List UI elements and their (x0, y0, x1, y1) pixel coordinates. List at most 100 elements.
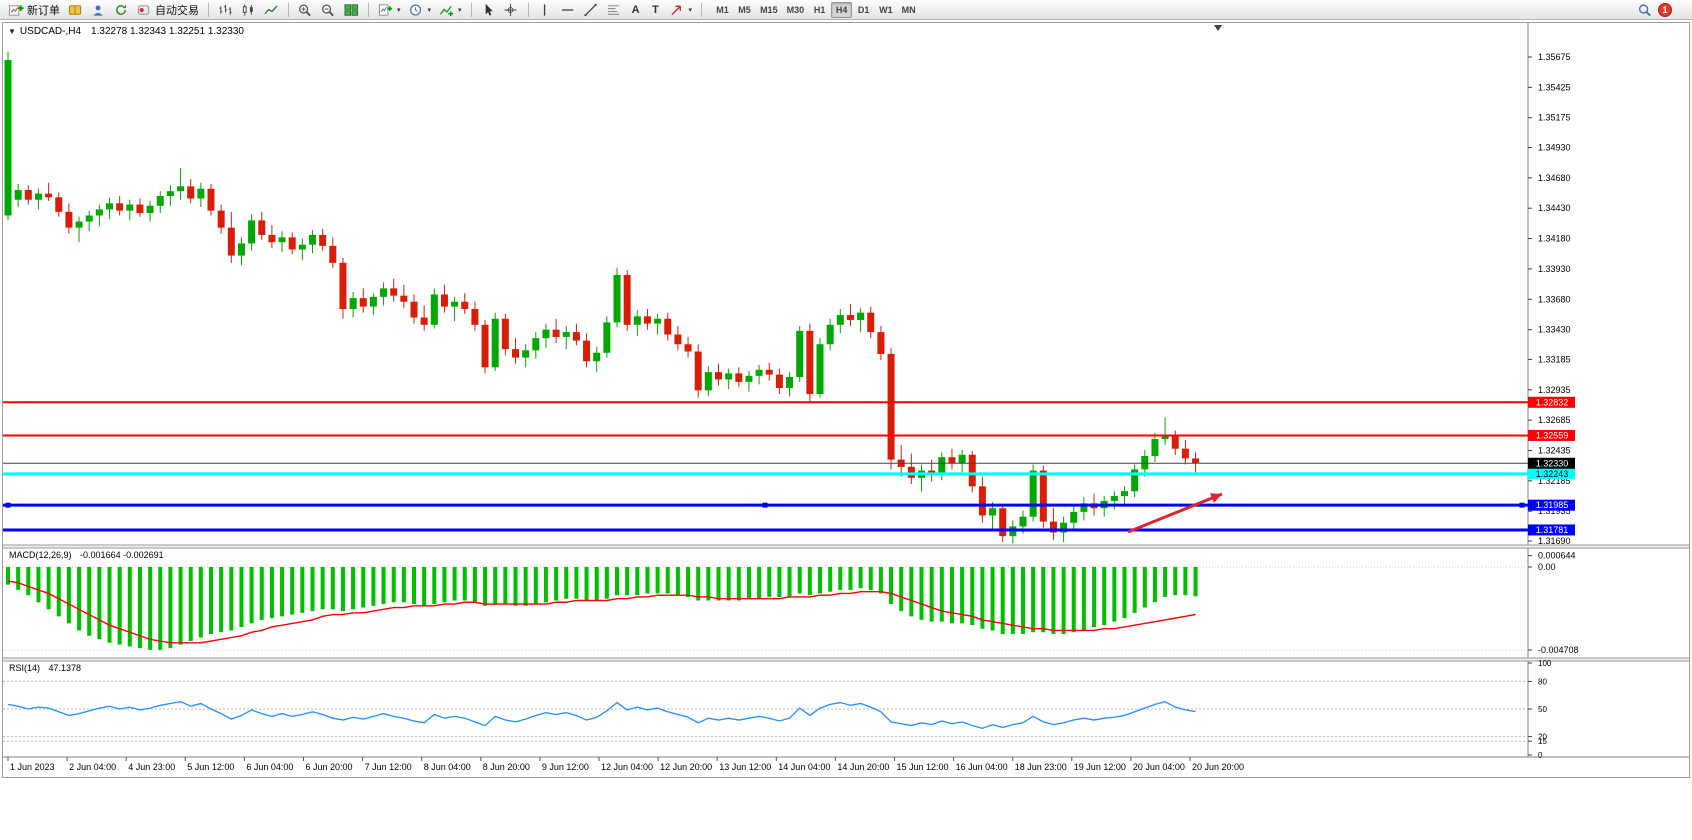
collapse-icon[interactable]: ▼ (8, 27, 16, 36)
main-toolbar: 新订单 自动交易 ▾ ▾ ▾ (0, 0, 1692, 20)
line-chart-icon (264, 4, 278, 14)
toolbar-separator (527, 2, 529, 17)
clock-icon (409, 4, 421, 15)
search-button[interactable] (1635, 1, 1656, 19)
price-axis-label: 1.34680 (1538, 173, 1571, 183)
timeframe-m30-button[interactable]: M30 (783, 2, 809, 18)
candle-body (1080, 503, 1088, 512)
time-axis-label: 20 Jun 04:00 (1133, 762, 1185, 772)
candle-body (877, 332, 885, 354)
candle-body (745, 375, 753, 382)
rsi-axis-label: 80 (1538, 677, 1547, 686)
price-tag (1528, 499, 1575, 511)
candle-body (1161, 435, 1169, 439)
ohlc-bars-icon (219, 4, 232, 15)
rsi-value: 47.1378 (48, 663, 82, 673)
chart-bars-button[interactable] (215, 1, 236, 19)
terminal-button[interactable] (88, 1, 109, 19)
candle-body (704, 372, 712, 391)
text-tool-button[interactable]: A (627, 1, 645, 19)
timeframe-m5-button[interactable]: M5 (734, 2, 755, 18)
text-label-tool-button[interactable]: T (647, 1, 665, 19)
candle-body (1121, 491, 1128, 497)
cursor-tool-button[interactable] (478, 1, 499, 19)
price-axis-label: 1.31935 (1538, 506, 1571, 516)
candle-body (380, 288, 388, 297)
timeframe-mn-button[interactable]: MN (898, 2, 920, 18)
new-order-button[interactable]: 新订单 (6, 1, 63, 19)
time-axis-label: 7 Jun 12:00 (365, 762, 412, 772)
tile-windows-button[interactable] (341, 1, 362, 19)
notification-badge[interactable]: 1 (1658, 2, 1672, 17)
auto-trading-icon (137, 4, 150, 15)
timeframe-m1-button[interactable]: M1 (712, 2, 733, 18)
period-button[interactable]: ▾ (406, 1, 435, 19)
macd-axis-label: 0.000644 (1538, 551, 1576, 561)
toolbar-separator (701, 2, 703, 17)
candle-body (654, 318, 662, 324)
fibonacci-tool-button[interactable] (604, 1, 625, 19)
vertical-line-icon (543, 3, 545, 16)
zoom-in-button[interactable] (295, 1, 316, 19)
candle-body (268, 234, 276, 243)
auto-trading-button[interactable]: 自动交易 (134, 1, 202, 19)
candle-body (613, 275, 621, 323)
candle-body (846, 315, 854, 320)
refresh-button[interactable] (111, 1, 132, 19)
price-axis-label: 1.32185 (1538, 476, 1571, 486)
chart-canvas[interactable]: 1.35675 1.35425 1.35175 1.34930 1.34680 1.344… (3, 23, 1689, 777)
horizontal-line-tool-button[interactable] (558, 1, 579, 19)
line-handle[interactable] (5, 502, 11, 508)
timeframe-d1-button[interactable]: D1 (853, 2, 874, 18)
arrow-tool-icon (670, 5, 681, 15)
candle-body (1070, 511, 1078, 523)
chart-candles-button[interactable] (238, 1, 259, 19)
rsi-axis-label: 0 (1538, 751, 1543, 760)
line-handle[interactable] (762, 502, 768, 508)
candle-body (1171, 435, 1179, 449)
candlestick-icon (242, 3, 253, 16)
candle-body (1049, 521, 1057, 533)
timeframe-h1-button[interactable]: H1 (809, 2, 830, 18)
candle-body (339, 262, 347, 310)
timeframe-m15-button[interactable]: M15 (756, 2, 782, 18)
candle-body (14, 189, 22, 200)
rsi-axis-label: 15 (1538, 737, 1547, 746)
chart-shift-marker[interactable] (1214, 25, 1222, 31)
candle-body (501, 318, 509, 350)
line-handle[interactable] (1519, 502, 1525, 508)
macd-name: MACD(12,26,9) (9, 550, 72, 560)
indicators-button[interactable]: ▾ (436, 1, 465, 19)
rsi-line (7, 700, 1196, 730)
candle-body (106, 203, 113, 210)
toolbar-separator (288, 2, 289, 17)
candle-body (867, 312, 875, 333)
chart-symbol-period: USDCAD-,H4 (19, 26, 82, 37)
arrows-tool-button[interactable]: ▾ (667, 1, 696, 19)
candle-body (958, 454, 966, 464)
timeframe-h4-button[interactable]: H4 (831, 1, 853, 18)
panel-splitter[interactable] (3, 658, 1689, 661)
trendline-tool-button[interactable] (581, 1, 602, 19)
crosshair-tool-button[interactable] (501, 1, 522, 19)
zoom-in-icon (299, 4, 311, 16)
new-chart-button[interactable]: ▾ (375, 1, 404, 19)
zoom-out-button[interactable] (318, 1, 339, 19)
price-tag (1528, 468, 1575, 480)
macd-values: -0.001664 -0.002691 (80, 550, 164, 560)
panel-splitter[interactable] (3, 545, 1689, 548)
candle-body (593, 352, 601, 362)
candle-body (298, 244, 306, 250)
candle-body (319, 234, 327, 246)
rsi-axis-label: 100 (1538, 659, 1552, 668)
chart-line-button[interactable] (261, 1, 282, 19)
timeframe-w1-button[interactable]: W1 (875, 2, 897, 18)
vertical-line-tool-button[interactable] (535, 1, 556, 19)
trend-arrow-annotation[interactable] (1127, 492, 1223, 534)
candle-body (24, 189, 32, 200)
candle-body (136, 204, 144, 214)
candle-body (532, 338, 540, 351)
market-watch-button[interactable] (65, 1, 86, 19)
price-tag-label: 1.31985 (1536, 500, 1569, 510)
dropdown-caret: ▾ (458, 6, 462, 14)
